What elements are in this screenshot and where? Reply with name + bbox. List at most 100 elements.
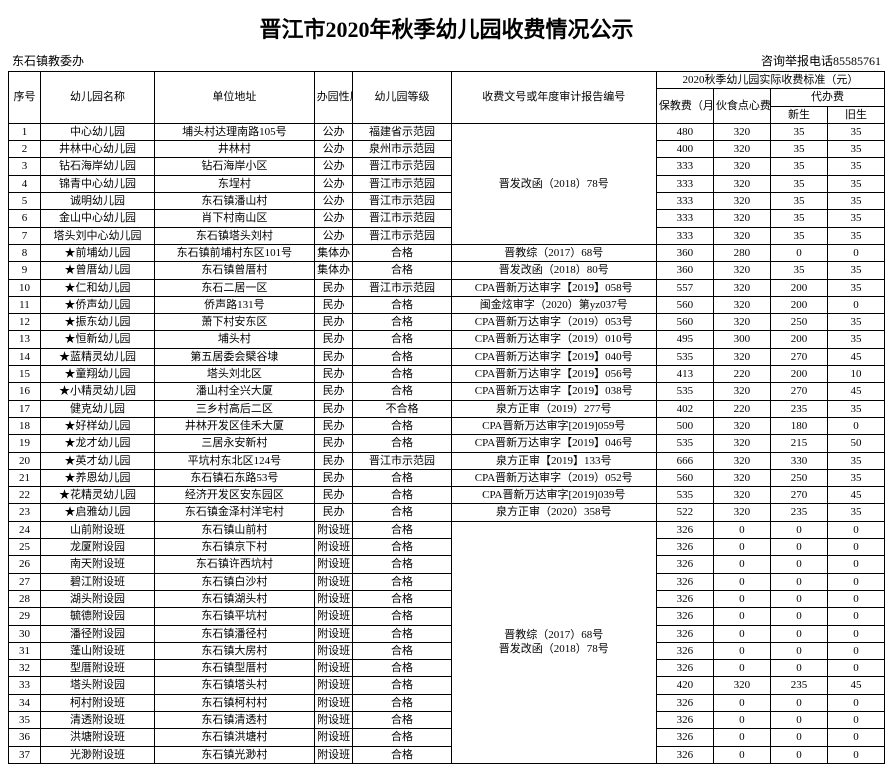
cell-nature: 民办 [314,487,353,504]
table-row: 14★蓝精灵幼儿园第五居委会檗谷埭民办合格CPA晋新万达审字【2019】040号… [9,348,885,365]
cell-seq: 3 [9,158,41,175]
cell-new: 0 [770,625,827,642]
th-nature: 办园性质 [314,72,353,124]
cell-new: 35 [770,262,827,279]
cell-bao: 560 [656,296,713,313]
meta-row: 东石镇教委办 咨询举报电话85585761 [8,52,885,69]
cell-huo: 320 [713,487,770,504]
cell-addr: 东石镇金泽村洋宅村 [155,504,315,521]
cell-new: 0 [770,556,827,573]
cell-old: 0 [827,590,884,607]
cell-old: 35 [827,279,884,296]
cell-huo: 320 [713,227,770,244]
cell-old: 35 [827,400,884,417]
cell-addr: 经济开发区安东园区 [155,487,315,504]
cell-grade: 合格 [353,573,451,590]
cell-huo: 320 [713,262,770,279]
cell-bao: 326 [656,625,713,642]
cell-addr: 三乡村高后二区 [155,400,315,417]
cell-new: 200 [770,279,827,296]
cell-nature: 民办 [314,279,353,296]
cell-huo: 320 [713,296,770,313]
cell-seq: 25 [9,539,41,556]
cell-name: ★英才幼儿园 [40,452,154,469]
cell-bao: 333 [656,175,713,192]
cell-huo: 320 [713,435,770,452]
cell-nature: 公办 [314,210,353,227]
cell-name: 湖头附设园 [40,590,154,607]
cell-seq: 13 [9,331,41,348]
table-row: 1中心幼儿园埔头村达理南路105号公办福建省示范园晋发改函（2018）78号48… [9,123,885,140]
cell-name: ★花精灵幼儿园 [40,487,154,504]
cell-new: 0 [770,694,827,711]
cell-name: 龙厦附设园 [40,539,154,556]
cell-grade: 合格 [353,487,451,504]
cell-new: 215 [770,435,827,452]
cell-new: 35 [770,227,827,244]
cell-addr: 侨声路131号 [155,296,315,313]
cell-doc: CPA晋新万达审字【2019】038号 [451,383,656,400]
cell-old: 45 [827,677,884,694]
table-row: 11★侨声幼儿园侨声路131号民办合格闽金炫审字（2020）第yz037号560… [9,296,885,313]
cell-doc: 晋发改函（2018）80号 [451,262,656,279]
cell-addr: 东石镇塔头村 [155,677,315,694]
fee-table: 序号 幼儿园名称 单位地址 办园性质 幼儿园等级 收费文号或年度审计报告编号 2… [8,71,885,764]
cell-nature: 附设班 [314,608,353,625]
cell-addr: 井林村 [155,141,315,158]
table-row: 7塔头刘中心幼儿园东石镇塔头刘村公办晋江市示范园3333203535 [9,227,885,244]
cell-bao: 522 [656,504,713,521]
cell-addr: 东石镇型厝村 [155,660,315,677]
cell-name: 南天附设班 [40,556,154,573]
cell-huo: 320 [713,504,770,521]
cell-bao: 333 [656,210,713,227]
cell-old: 35 [827,452,884,469]
cell-doc: CPA晋新万达审字[2019]059号 [451,417,656,434]
cell-nature: 附设班 [314,521,353,538]
cell-bao: 535 [656,487,713,504]
cell-seq: 2 [9,141,41,158]
cell-name: 柯村附设班 [40,694,154,711]
cell-doc: 晋发改函（2018）78号 [451,123,656,244]
cell-new: 35 [770,210,827,227]
cell-doc: CPA晋新万达审字【2019】056号 [451,366,656,383]
cell-huo: 320 [713,314,770,331]
cell-seq: 15 [9,366,41,383]
table-row: 13★恒新幼儿园埔头村民办合格CPA晋新万达审字（2019）010号495300… [9,331,885,348]
cell-bao: 326 [656,608,713,625]
cell-grade: 合格 [353,677,451,694]
cell-addr: 潘山村全兴大厦 [155,383,315,400]
cell-addr: 埔头村达理南路105号 [155,123,315,140]
table-row: 21★养恩幼儿园东石镇石东路53号民办合格CPA晋新万达审字（2019）052号… [9,469,885,486]
cell-seq: 26 [9,556,41,573]
cell-new: 235 [770,400,827,417]
cell-bao: 326 [656,746,713,763]
cell-name: 健克幼儿园 [40,400,154,417]
cell-seq: 1 [9,123,41,140]
th-fee-new: 新生 [770,106,827,123]
cell-addr: 东石镇洪塘村 [155,729,315,746]
cell-huo: 320 [713,348,770,365]
cell-old: 35 [827,141,884,158]
cell-huo: 0 [713,746,770,763]
cell-old: 0 [827,746,884,763]
cell-huo: 0 [713,590,770,607]
cell-seq: 30 [9,625,41,642]
cell-huo: 320 [713,193,770,210]
cell-nature: 附设班 [314,677,353,694]
cell-bao: 326 [656,711,713,728]
cell-doc: CPA晋新万达审字（2019）010号 [451,331,656,348]
cell-old: 35 [827,193,884,210]
cell-addr: 东石镇清透村 [155,711,315,728]
cell-doc: CPA晋新万达审字（2019）052号 [451,469,656,486]
cell-new: 0 [770,539,827,556]
table-row: 33塔头附设园东石镇塔头村附设班合格42032023545 [9,677,885,694]
cell-name: ★小精灵幼儿园 [40,383,154,400]
cell-grade: 合格 [353,331,451,348]
cell-huo: 0 [713,642,770,659]
cell-nature: 附设班 [314,729,353,746]
cell-huo: 0 [713,608,770,625]
table-row: 19★龙才幼儿园三居永安新村民办合格CPA晋新万达审字【2019】046号535… [9,435,885,452]
cell-bao: 400 [656,141,713,158]
cell-nature: 附设班 [314,556,353,573]
cell-grade: 晋江市示范园 [353,193,451,210]
